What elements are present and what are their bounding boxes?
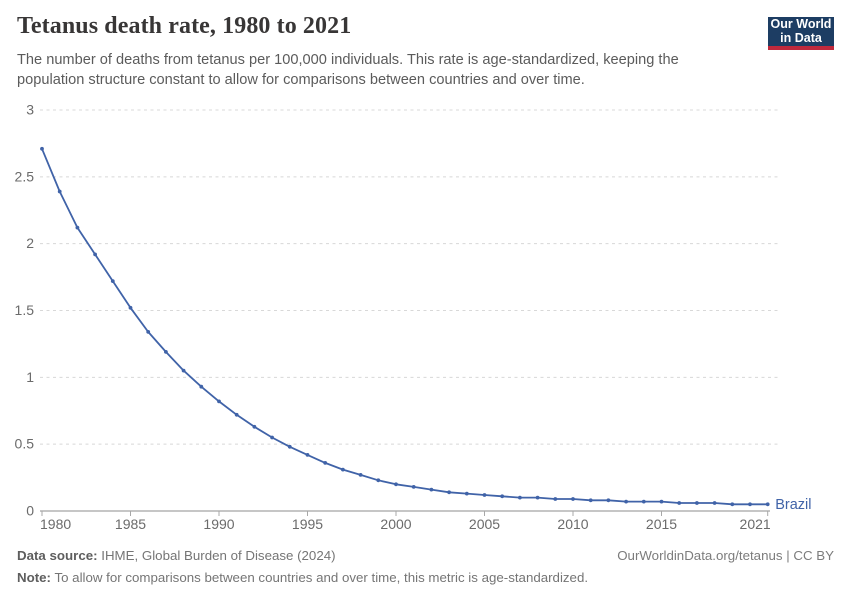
page-title: Tetanus death rate, 1980 to 2021: [17, 13, 352, 39]
note-line: Note: To allow for comparisons between c…: [17, 567, 588, 589]
data-point-marker[interactable]: [93, 252, 97, 257]
data-point-marker[interactable]: [500, 494, 505, 499]
data-point-marker[interactable]: [110, 279, 115, 283]
data-point-marker[interactable]: [358, 473, 363, 477]
data-point-marker[interactable]: [659, 499, 664, 504]
y-axis-label: 0: [26, 503, 34, 519]
data-point-marker[interactable]: [75, 225, 80, 230]
x-axis-label: 1990: [203, 516, 234, 532]
data-point-marker[interactable]: [429, 487, 434, 492]
x-axis-label: 1995: [292, 516, 323, 532]
data-point-marker[interactable]: [217, 399, 221, 404]
data-point-marker[interactable]: [40, 146, 44, 151]
note-label: Note:: [17, 569, 51, 585]
owid-logo-line2: in Data: [780, 30, 822, 45]
x-axis-label: 1985: [115, 516, 146, 532]
data-source-line: Data source: IHME, Global Burden of Dise…: [17, 545, 588, 567]
series-line[interactable]: [41, 147, 769, 506]
data-point-marker[interactable]: [482, 493, 487, 497]
x-axis-label: 2005: [469, 516, 500, 532]
data-point-marker[interactable]: [571, 497, 575, 501]
x-axis-label: 2000: [380, 516, 411, 532]
data-point-marker[interactable]: [287, 444, 292, 449]
y-axis-label: 3: [26, 101, 34, 117]
x-axis-label: 1980: [40, 516, 71, 532]
data-point-marker[interactable]: [447, 490, 451, 495]
data-point-marker[interactable]: [518, 495, 522, 500]
data-point-marker[interactable]: [164, 350, 168, 354]
x-axis-label: 2015: [646, 516, 677, 532]
y-axis-label: 0.5: [15, 436, 35, 452]
data-point-marker[interactable]: [730, 502, 735, 507]
data-point-marker[interactable]: [695, 501, 699, 505]
data-point-marker[interactable]: [57, 189, 62, 194]
data-point-marker[interactable]: [535, 495, 540, 500]
data-source-label: Data source:: [17, 548, 98, 563]
series-end-label[interactable]: Brazil: [775, 497, 811, 513]
page-subtitle: The number of deaths from tetanus per 10…: [17, 52, 679, 88]
data-point-marker[interactable]: [624, 499, 628, 504]
data-point-marker[interactable]: [341, 467, 345, 472]
data-point-marker[interactable]: [128, 305, 133, 310]
data-point-marker[interactable]: [411, 485, 416, 489]
data-point-marker[interactable]: [464, 491, 469, 496]
data-point-marker[interactable]: [323, 461, 328, 465]
data-point-marker[interactable]: [270, 435, 274, 440]
owid-logo: Our World in Data: [768, 17, 834, 50]
data-point-marker[interactable]: [305, 453, 310, 457]
x-axis-label: 2010: [557, 516, 588, 532]
y-axis-label: 2: [26, 235, 34, 251]
data-point-marker[interactable]: [376, 478, 381, 483]
data-point-marker[interactable]: [199, 384, 204, 389]
data-point-marker[interactable]: [677, 501, 682, 505]
data-point-marker[interactable]: [765, 502, 770, 507]
data-point-marker[interactable]: [712, 501, 717, 505]
data-point-marker[interactable]: [588, 498, 593, 503]
data-point-marker[interactable]: [234, 412, 239, 417]
note-text: To allow for comparisons between countri…: [50, 569, 589, 585]
y-axis-label: 1: [26, 369, 34, 385]
x-axis-label: 2021: [740, 516, 771, 532]
data-point-marker[interactable]: [394, 482, 398, 487]
y-axis-label: 1.5: [15, 302, 35, 318]
chart-footer: Data source: IHME, Global Burden of Dise…: [17, 545, 588, 588]
owid-link[interactable]: OurWorldinData.org/tetanus | CC BY: [617, 548, 834, 563]
series-brazil[interactable]: Brazil: [40, 146, 811, 513]
data-point-marker[interactable]: [252, 424, 257, 429]
data-point-marker[interactable]: [181, 368, 186, 373]
line-chart-canvas[interactable]: 0 0.5 1 1.5 2 2.5 3 1980 1985 1990 1995 2000 2005 201…: [0, 95, 850, 543]
data-source-text: IHME, Global Burden of Disease (2024): [97, 548, 336, 563]
data-point-marker[interactable]: [748, 502, 752, 507]
data-point-marker[interactable]: [146, 330, 151, 334]
y-axis-label: 2.5: [15, 168, 35, 184]
data-point-marker[interactable]: [553, 497, 558, 501]
data-point-marker[interactable]: [606, 498, 611, 503]
owid-logo-line1: Our World: [770, 17, 832, 31]
data-point-marker[interactable]: [641, 499, 646, 504]
